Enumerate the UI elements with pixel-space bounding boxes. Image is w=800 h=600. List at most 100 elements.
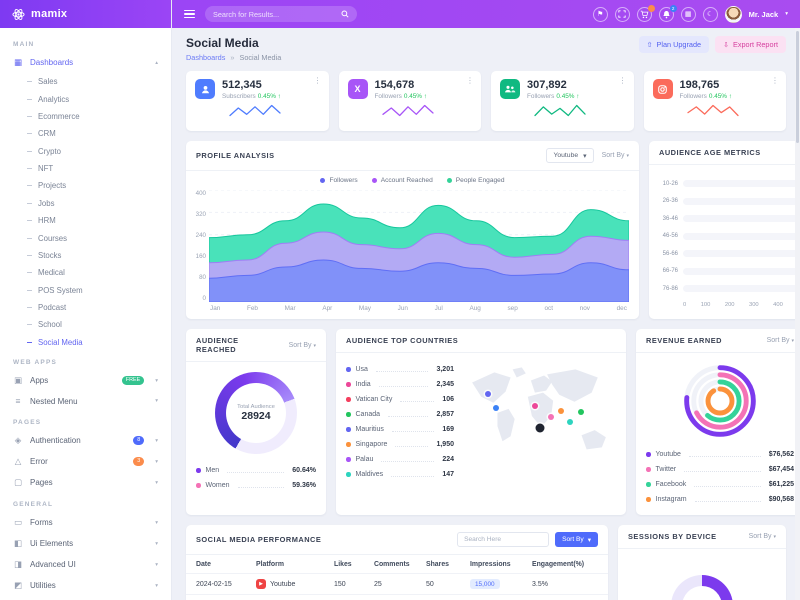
world-map-shapes bbox=[472, 367, 606, 450]
kebab-menu-icon[interactable]: ⋮ bbox=[771, 76, 779, 85]
sidebar-item-widgets[interactable]: ◪Widgets▾ bbox=[0, 596, 171, 600]
sidebar-item-apps[interactable]: ▣ Apps FREE ▾ bbox=[13, 375, 158, 385]
stat-label: Subscribers bbox=[222, 93, 256, 101]
column-header[interactable]: Date bbox=[196, 560, 211, 568]
donut-center-value: 28924 bbox=[241, 410, 271, 422]
column-header[interactable]: Impressions bbox=[470, 560, 511, 568]
world-map bbox=[464, 362, 616, 482]
sort-by-dropdown[interactable]: Sort By ▾ bbox=[288, 341, 316, 349]
sidebar-subitem-sales[interactable]: Sales bbox=[0, 73, 171, 90]
user-avatar[interactable] bbox=[724, 5, 742, 23]
age-bar-row: 26-36 bbox=[659, 193, 800, 211]
dash-icon bbox=[27, 202, 32, 204]
sort-by-dropdown[interactable]: Sort By ▾ bbox=[766, 337, 794, 344]
breadcrumb-dashboards[interactable]: Dashboards bbox=[186, 53, 226, 62]
sidebar-item-error[interactable]: △ Error 3 ▾ bbox=[14, 456, 158, 466]
table-sort-button[interactable]: Sort By ▾ bbox=[555, 532, 598, 547]
sparkline-chart bbox=[229, 104, 281, 117]
kebab-menu-icon[interactable]: ⋮ bbox=[466, 76, 474, 85]
chevron-down-icon: ▾ bbox=[773, 534, 776, 540]
sidebar-subitem-social-media[interactable]: Social Media bbox=[0, 334, 171, 351]
menu-toggle-icon[interactable] bbox=[184, 8, 195, 20]
age-bar-row: 46-56 bbox=[659, 228, 800, 246]
sidebar-item-advanced-ui[interactable]: ◨ Advanced UI ▾ bbox=[13, 559, 158, 569]
sidebar-subitem-courses[interactable]: Courses bbox=[0, 229, 171, 246]
table-search-input[interactable] bbox=[457, 532, 550, 547]
sidebar-item-dashboards[interactable]: ▦ Dashboards ▴ bbox=[13, 57, 158, 67]
apps-grid-icon[interactable]: ▦ bbox=[680, 6, 696, 22]
cart-icon[interactable] bbox=[636, 4, 655, 22]
sidebar-item-authentication[interactable]: ◈ Authentication 8 ▾ bbox=[14, 435, 158, 445]
chevron-down-icon: ▾ bbox=[626, 153, 629, 159]
stat-value: 154,678 bbox=[374, 79, 415, 91]
sidebar-section-label: PAGES bbox=[13, 419, 42, 426]
sidebar-subitem-crypto[interactable]: Crypto bbox=[0, 143, 171, 160]
fullscreen-icon[interactable] bbox=[614, 6, 630, 22]
chevron-down-icon: ▾ bbox=[155, 458, 158, 465]
revenue-row-youtube: Youtube $76,562 bbox=[646, 447, 794, 462]
column-header[interactable]: Platform bbox=[256, 560, 284, 568]
sidebar-badge: FREE bbox=[121, 376, 145, 385]
chevron-down-icon: ▾ bbox=[155, 437, 158, 444]
page-scrollbar[interactable] bbox=[795, 28, 800, 600]
card-title: REVENUE EARNED bbox=[646, 336, 722, 345]
performance-card: SOCIAL MEDIA PERFORMANCE Sort By▾ Date Pl… bbox=[186, 525, 608, 600]
column-header[interactable]: Shares bbox=[426, 560, 449, 568]
sessions-chart bbox=[618, 549, 786, 600]
sparkline-chart bbox=[381, 104, 434, 117]
cart-badge bbox=[647, 4, 655, 12]
plan-upgrade-button[interactable]: ⇧ Plan Upgrade bbox=[638, 36, 710, 53]
sidebar-item-nested-menu[interactable]: ≡ Nested Menu ▾ bbox=[0, 391, 171, 411]
global-search[interactable] bbox=[205, 6, 357, 22]
revenue-earned-card: REVENUE EARNED Sort By ▾ Youtube $76,562 T… bbox=[636, 329, 800, 515]
top-countries-card: AUDIENCE TOP COUNTRIES Usa 3,201 India 2,34… bbox=[336, 329, 626, 515]
column-header[interactable]: Engagement(%) bbox=[532, 560, 585, 568]
dash-icon bbox=[27, 237, 32, 239]
brand-logo[interactable]: mamix bbox=[0, 0, 171, 28]
sidebar-subitem-pos-system[interactable]: POS System bbox=[0, 282, 171, 299]
map-marker bbox=[547, 414, 554, 421]
chevron-down-icon[interactable]: ▾ bbox=[785, 11, 788, 17]
stat-label: Followers bbox=[374, 93, 402, 101]
sidebar-subitem-ecommerce[interactable]: Ecommerce bbox=[0, 108, 171, 125]
platform-select[interactable]: Youtube ▾ bbox=[546, 148, 594, 163]
sidebar-subitem-analytics[interactable]: Analytics bbox=[0, 90, 171, 107]
kebab-menu-icon[interactable]: ⋮ bbox=[618, 76, 627, 85]
sort-by-dropdown[interactable]: Sort By ▾ bbox=[601, 152, 629, 159]
map-marker bbox=[485, 391, 492, 398]
x-axis-labels: Jan Feb Mar Apr May Jun Jul Aug sep oct nov dec bbox=[210, 305, 627, 312]
sidebar-item-utilities[interactable]: ◩ Utilities ▾ bbox=[13, 580, 158, 590]
sidebar-subitem-jobs[interactable]: Jobs bbox=[0, 195, 171, 212]
table-row[interactable]: 2024-02-15 ▶ Youtube 150 25 50 15,000 3.5% bbox=[186, 574, 608, 595]
search-icon[interactable] bbox=[341, 5, 349, 23]
forms-icon: ▭ bbox=[13, 517, 23, 527]
sidebar-subitem-crm[interactable]: CRM bbox=[0, 125, 171, 142]
sidebar-subitem-medical[interactable]: Medical bbox=[0, 264, 171, 281]
bell-icon[interactable]: 2 bbox=[658, 4, 677, 22]
sidebar-subitem-stocks[interactable]: Stocks bbox=[0, 247, 171, 264]
sidebar-item-ui-elements[interactable]: ◧ Ui Elements ▾ bbox=[13, 538, 158, 548]
sidebar-subitem-podcast[interactable]: Podcast bbox=[0, 299, 171, 316]
sidebar-item-forms[interactable]: ▭ Forms ▾ bbox=[13, 517, 158, 527]
column-header[interactable]: Likes bbox=[334, 560, 352, 568]
sidebar-item-pages[interactable]: ▢ Pages ▾ bbox=[13, 477, 158, 487]
column-header[interactable]: Comments bbox=[374, 560, 410, 568]
authentication-icon: ◈ bbox=[14, 435, 22, 445]
dark-mode-icon[interactable]: ☾ bbox=[702, 6, 718, 22]
sidebar-subitem-school[interactable]: School bbox=[0, 316, 171, 333]
user-name[interactable]: Mr. Jack bbox=[748, 9, 779, 19]
card-title: AUDIENCE AGE METRICS bbox=[659, 148, 761, 157]
sidebar-subitem-projects[interactable]: Projects bbox=[0, 177, 171, 194]
sidebar-subitem-hrm[interactable]: HRM bbox=[0, 212, 171, 229]
stat-value: 512,345 bbox=[222, 79, 262, 91]
flag-icon[interactable]: ⚑ bbox=[592, 6, 608, 22]
kebab-menu-icon[interactable]: ⋮ bbox=[313, 76, 322, 85]
sort-by-dropdown[interactable]: Sort By ▾ bbox=[748, 533, 776, 540]
search-input[interactable] bbox=[213, 9, 335, 19]
chevron-down-icon: ▾ bbox=[791, 338, 794, 344]
sidebar-subitem-nft[interactable]: NFT bbox=[0, 160, 171, 177]
legend-item: Followers bbox=[320, 177, 358, 184]
donut-chart: Total Audience 28924 bbox=[215, 372, 297, 454]
export-report-button[interactable]: ⇩ Export Report bbox=[715, 36, 786, 53]
